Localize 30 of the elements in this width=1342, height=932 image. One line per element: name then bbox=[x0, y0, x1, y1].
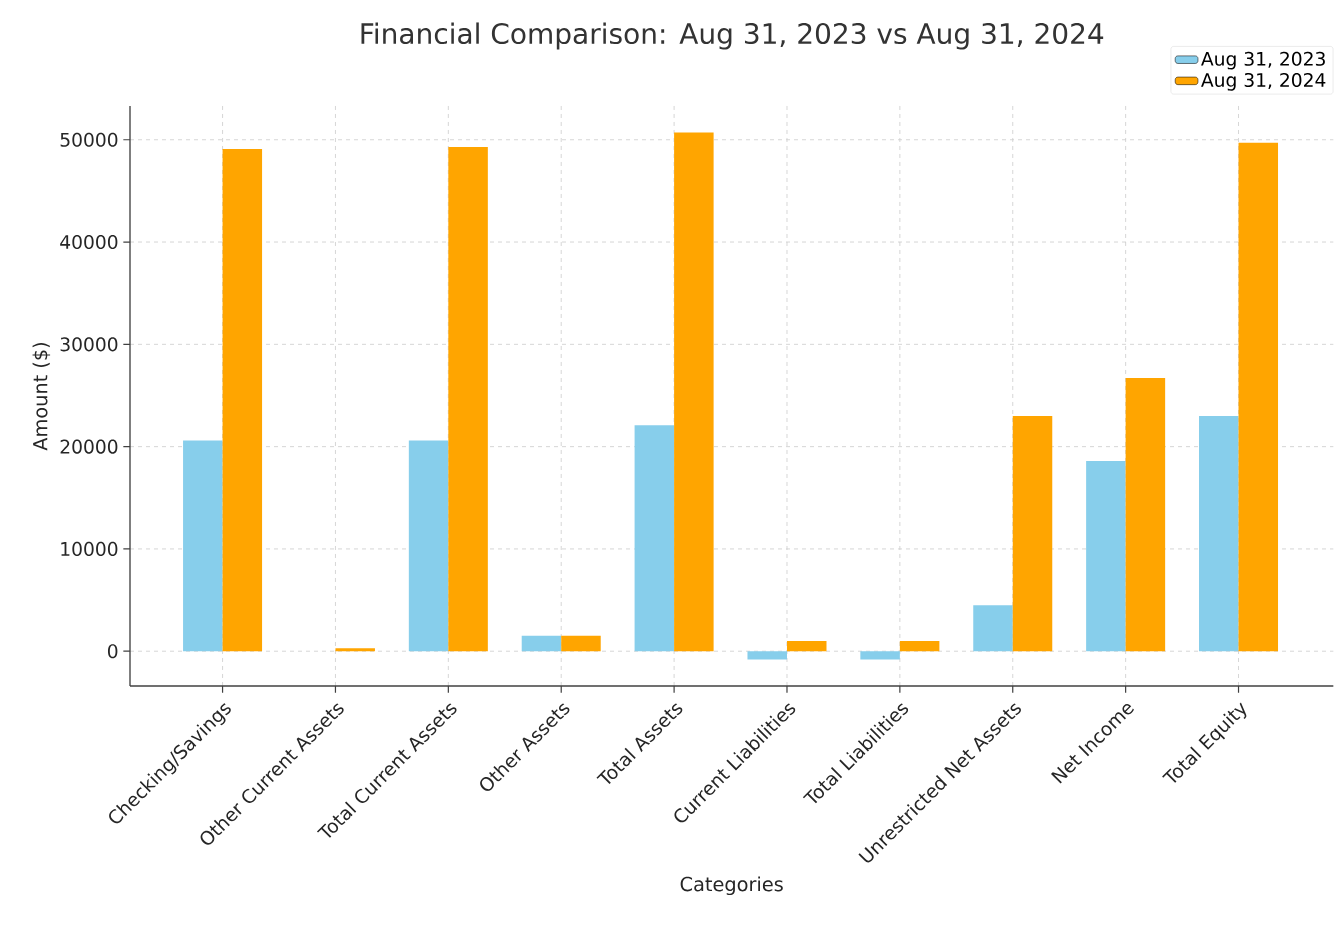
bar bbox=[747, 651, 787, 660]
y-tick-label: 40000 bbox=[60, 234, 118, 250]
y-tick-label: 20000 bbox=[60, 439, 118, 454]
bar bbox=[1238, 142, 1279, 652]
bar bbox=[674, 132, 714, 652]
bar bbox=[183, 440, 223, 652]
legend-label: Aug 31, 2023 bbox=[1201, 51, 1325, 70]
y-tick-label: 50000 bbox=[60, 132, 118, 147]
bar bbox=[899, 640, 940, 652]
bar bbox=[634, 425, 675, 652]
y-tick-label: 0 bbox=[107, 644, 118, 659]
bar bbox=[408, 440, 449, 652]
bar bbox=[521, 635, 562, 652]
bar bbox=[973, 605, 1013, 652]
bar bbox=[448, 146, 488, 652]
bar bbox=[1086, 460, 1126, 652]
bar bbox=[786, 640, 827, 652]
bar bbox=[1125, 378, 1166, 652]
bar bbox=[222, 148, 263, 652]
chart-title: Financial Comparison: Aug 31, 2023 vs Aug 31, 2024 bbox=[361, 22, 1104, 50]
legend-label: Aug 31, 2024 bbox=[1201, 72, 1326, 91]
bar bbox=[1199, 415, 1239, 652]
y-tick-label: 10000 bbox=[61, 541, 118, 556]
bar bbox=[1012, 415, 1053, 652]
bar bbox=[561, 635, 601, 652]
x-axis-title: Categories bbox=[680, 876, 783, 896]
bar bbox=[860, 651, 900, 660]
bar bbox=[335, 648, 375, 652]
y-axis-title: Amount ($) bbox=[32, 342, 51, 451]
y-tick-label: 30000 bbox=[60, 337, 118, 352]
